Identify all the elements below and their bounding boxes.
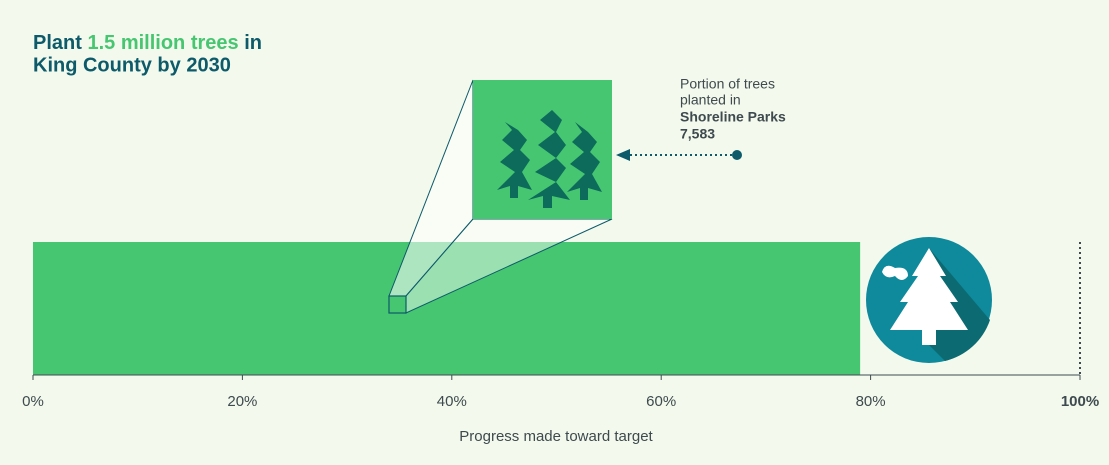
x-tick-label: 80%	[856, 393, 886, 410]
annotation-text: Portion of trees	[680, 76, 775, 92]
badge-shadow	[929, 248, 990, 361]
x-axis-label: Progress made toward target	[459, 428, 653, 445]
zoom-marker	[388, 295, 407, 314]
x-tick-label: 0%	[22, 393, 44, 410]
annotation-value: 7,583	[680, 126, 715, 142]
x-tick-label: 20%	[227, 393, 257, 410]
x-tick-label: 40%	[437, 393, 467, 410]
title-highlight: 1.5 million trees	[87, 32, 238, 54]
badge-tree	[890, 248, 968, 345]
arrow-head	[616, 149, 630, 161]
title-end: in	[244, 32, 262, 54]
x-tick-label: 60%	[646, 393, 676, 410]
chart-title: Plant 1.5 million trees in	[33, 32, 262, 54]
tree-icons	[497, 100, 602, 208]
bar	[33, 242, 861, 375]
title-start: Plant	[33, 32, 82, 54]
badge-butterfly	[882, 265, 908, 280]
annotation-text: planted in	[680, 92, 741, 108]
annotation-name: Shoreline Parks	[680, 109, 786, 125]
chart-title-line2: King County by 2030	[33, 54, 231, 76]
arrow-dot	[732, 150, 742, 160]
x-tick-label: 100%	[1061, 393, 1099, 410]
bars	[33, 242, 861, 375]
